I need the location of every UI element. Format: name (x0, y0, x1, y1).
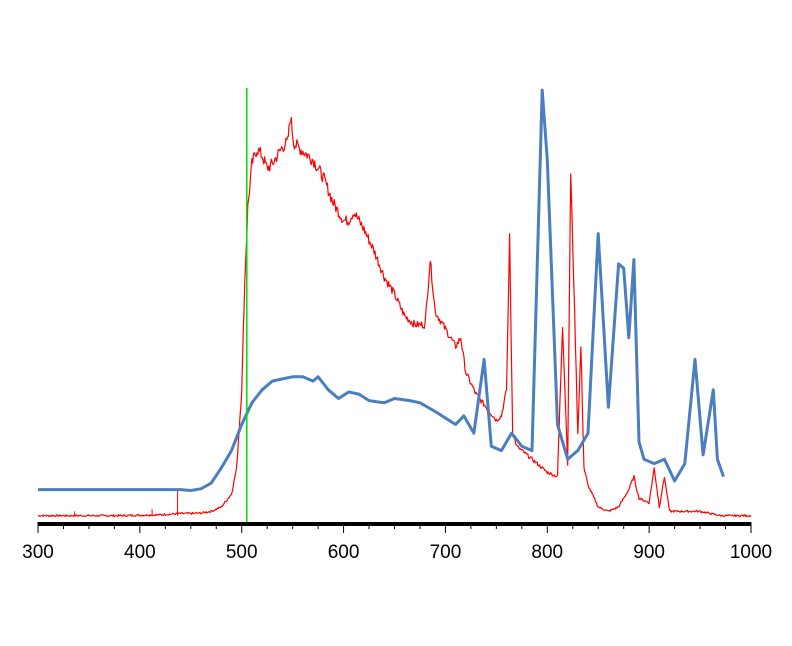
x-tick-label: 300 (22, 542, 54, 563)
x-tick-labels: 300 400 500 600 700 800 900 1000 (22, 542, 772, 563)
x-tick-label: 1000 (730, 542, 772, 563)
plot-area (37, 88, 752, 524)
x-tick-label: 400 (124, 542, 156, 563)
x-tick-label: 500 (226, 542, 258, 563)
x-axis (37, 522, 752, 533)
x-tick-label: 900 (633, 542, 665, 563)
x-tick-label: 800 (531, 542, 563, 563)
x-tick-label: 600 (328, 542, 360, 563)
x-tick-label: 700 (430, 542, 462, 563)
series-line-red (37, 116, 752, 518)
series-line-blue (38, 88, 725, 492)
